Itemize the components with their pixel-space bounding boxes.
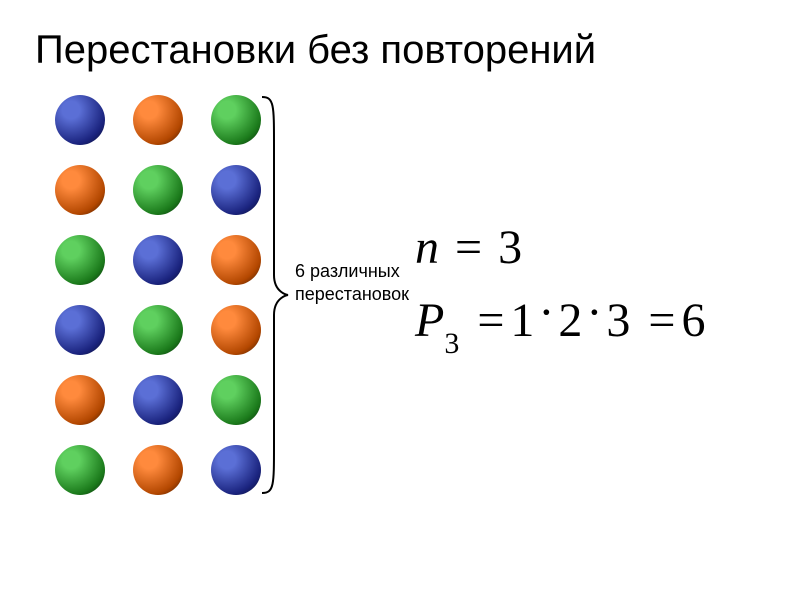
formula-block: n = 3 P3 =1·2·3 =6: [415, 220, 705, 355]
orange-ball: [211, 235, 261, 285]
green-ball: [55, 445, 105, 495]
permutation-row: [55, 305, 261, 355]
blue-ball: [55, 305, 105, 355]
factor-3: 3: [606, 294, 630, 347]
green-ball: [133, 305, 183, 355]
curly-brace-icon: [260, 95, 290, 495]
green-ball: [211, 375, 261, 425]
value-3: 3: [498, 221, 522, 274]
caption-line-1: 6 различных: [295, 261, 400, 281]
formula-p3: P3 =1·2·3 =6: [415, 293, 705, 355]
formula-n-equals: n = 3: [415, 220, 705, 275]
permutation-caption: 6 различных перестановок: [295, 260, 409, 307]
green-ball: [55, 235, 105, 285]
permutation-row: [55, 445, 261, 495]
orange-ball: [133, 445, 183, 495]
permutation-row: [55, 235, 261, 285]
page-title: Перестановки без повторений: [35, 28, 596, 73]
blue-ball: [133, 375, 183, 425]
multiply-dot-icon: ·: [582, 286, 606, 339]
orange-ball: [211, 305, 261, 355]
blue-ball: [211, 165, 261, 215]
orange-ball: [133, 95, 183, 145]
orange-ball: [55, 375, 105, 425]
permutation-row: [55, 95, 261, 145]
blue-ball: [55, 95, 105, 145]
blue-ball: [133, 235, 183, 285]
green-ball: [133, 165, 183, 215]
equals-sign: =: [642, 294, 681, 347]
permutation-grid: [55, 95, 261, 515]
factor-2: 2: [558, 294, 582, 347]
green-ball: [211, 95, 261, 145]
factor-1: 1: [510, 294, 534, 347]
caption-line-2: перестановок: [295, 284, 409, 304]
permutation-row: [55, 165, 261, 215]
result-6: 6: [681, 294, 705, 347]
permutation-row: [55, 375, 261, 425]
sub-3: 3: [444, 327, 459, 360]
var-n: n: [415, 221, 439, 274]
equals-sign: =: [451, 221, 486, 274]
blue-ball: [211, 445, 261, 495]
orange-ball: [55, 165, 105, 215]
multiply-dot-icon: ·: [534, 286, 558, 339]
var-p: P: [415, 294, 444, 347]
equals-sign: =: [471, 294, 510, 347]
